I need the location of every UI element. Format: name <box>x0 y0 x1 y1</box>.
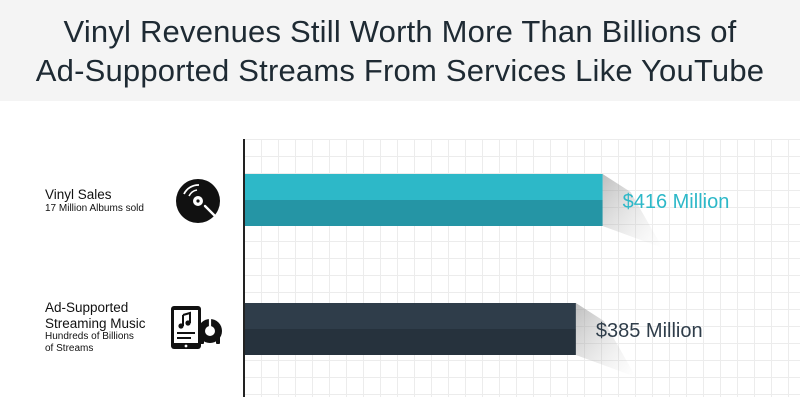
value-label-streaming: $385 Million <box>596 320 703 342</box>
category-label-vinyl: Vinyl Sales 17 Million Albums sold <box>45 187 144 214</box>
y-axis-line <box>243 139 245 397</box>
category-name: Vinyl Sales <box>45 187 112 202</box>
chart-area: Vinyl Sales 17 Million Albums sold Ad-Su… <box>0 101 800 419</box>
chart-title-line1: Vinyl Revenues Still Worth More Than Bil… <box>63 14 737 49</box>
bar-vinyl-top <box>245 174 603 200</box>
category-detail-line1: Hundreds of Billions <box>45 331 134 343</box>
tablet-music-icon <box>171 306 222 349</box>
bar-streaming-bottom <box>245 329 576 355</box>
category-detail: 17 Million Albums sold <box>45 202 144 214</box>
bar-streaming-top <box>245 303 576 329</box>
bar-vinyl-bottom <box>245 200 603 226</box>
chart-title: Vinyl Revenues Still Worth More Than Bil… <box>0 12 800 90</box>
bar-shadow-vinyl <box>602 174 663 248</box>
category-detail-line2: of Streams <box>45 342 94 354</box>
title-banner: Vinyl Revenues Still Worth More Than Bil… <box>0 0 800 101</box>
vinyl-record-icon <box>176 179 220 223</box>
category-label-streaming: Ad-Supported Streaming Music Hundreds of… <box>45 300 146 354</box>
bar-shadow-streaming <box>575 303 636 377</box>
value-label-vinyl: $416 Million <box>623 191 730 213</box>
category-name-line1: Ad-Supported <box>45 300 129 315</box>
chart-title-line2: Ad-Supported Streams From Services Like … <box>35 53 765 88</box>
bars-layer: $416 Million $385 Million <box>245 174 730 377</box>
category-name-line2: Streaming Music <box>45 315 146 331</box>
